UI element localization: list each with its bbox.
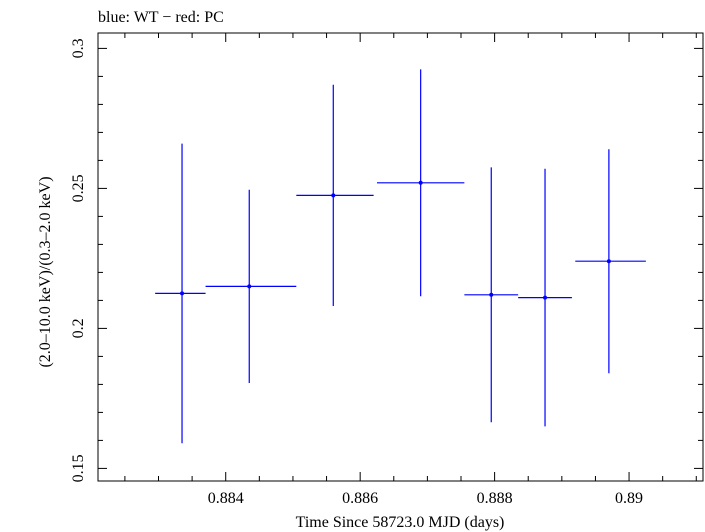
y-tick-label: 0.2 bbox=[70, 318, 87, 338]
x-axis-label: Time Since 58723.0 MJD (days) bbox=[296, 514, 505, 531]
point-marker bbox=[331, 193, 336, 198]
data-point bbox=[518, 168, 572, 427]
x-tick-label: 0.884 bbox=[208, 490, 244, 507]
axis-ticks bbox=[98, 33, 703, 481]
data-point bbox=[464, 167, 519, 423]
data-point bbox=[376, 69, 465, 297]
y-tick-label: 0.25 bbox=[70, 174, 87, 202]
point-marker bbox=[247, 284, 252, 289]
point-marker bbox=[543, 295, 548, 300]
point-marker bbox=[489, 292, 494, 297]
point-marker bbox=[180, 291, 185, 296]
point-marker bbox=[418, 180, 423, 185]
x-tick-label: 0.89 bbox=[615, 490, 643, 507]
data-point bbox=[155, 143, 206, 444]
chart-title: blue: WT − red: PC bbox=[98, 9, 224, 26]
x-tick-label: 0.888 bbox=[477, 490, 513, 507]
y-tick-label: 0.15 bbox=[70, 454, 87, 482]
data-point bbox=[296, 84, 374, 306]
plot-frame bbox=[97, 32, 704, 482]
point-marker bbox=[606, 259, 611, 264]
data-point bbox=[205, 189, 297, 383]
data-series bbox=[155, 69, 646, 444]
x-tick-label: 0.886 bbox=[342, 490, 378, 507]
y-tick-label: 0.3 bbox=[70, 38, 87, 58]
y-axis-label: (2.0–10.0 keV)/(0.3–2.0 keV) bbox=[37, 176, 54, 367]
data-point bbox=[575, 149, 646, 374]
tick-labels: 0.884 0.886 0.888 0.89 0.15 0.2 0.25 0.3 bbox=[70, 38, 643, 507]
